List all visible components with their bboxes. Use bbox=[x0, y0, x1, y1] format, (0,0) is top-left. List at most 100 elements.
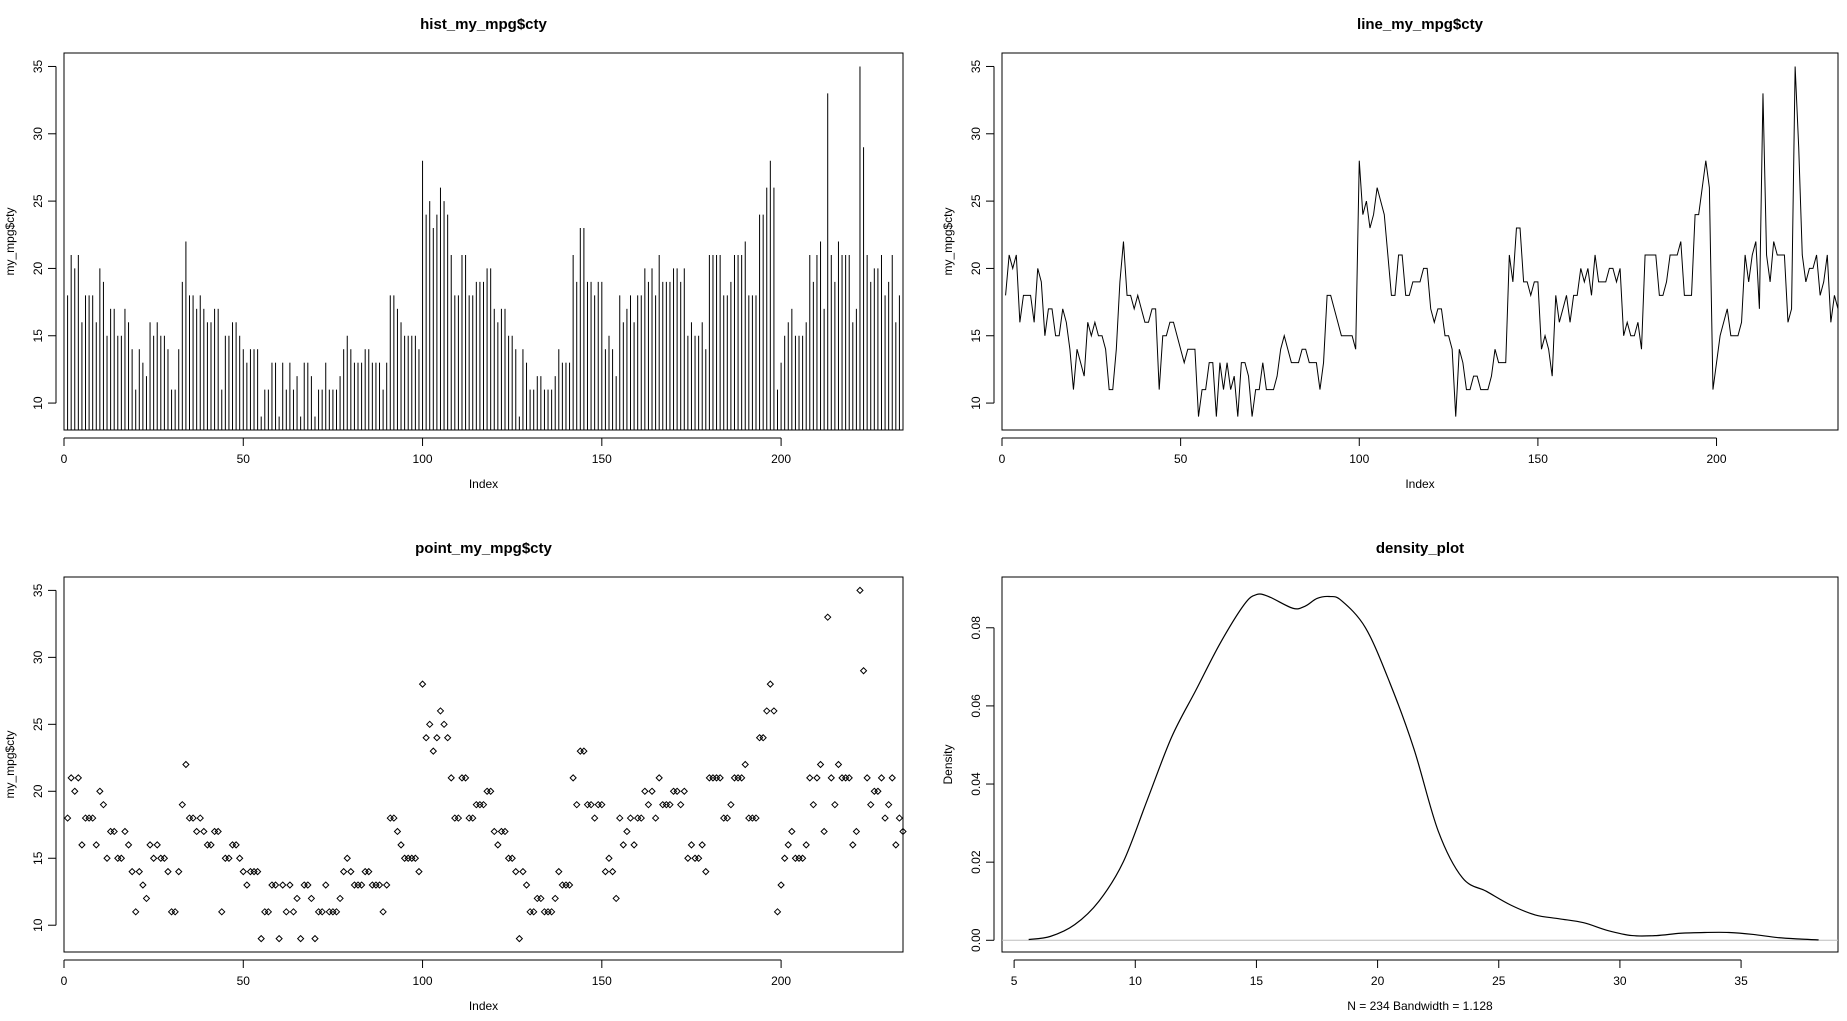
data-point bbox=[200, 827, 208, 836]
data-point bbox=[598, 800, 606, 809]
data-point bbox=[63, 814, 72, 822]
data-point bbox=[96, 787, 104, 795]
data-point bbox=[806, 774, 814, 782]
density-curve bbox=[1028, 593, 1819, 941]
data-point bbox=[293, 894, 301, 903]
x-tick-label: 150 bbox=[592, 974, 612, 988]
data-point bbox=[780, 854, 789, 862]
data-point bbox=[469, 814, 477, 822]
data-point bbox=[884, 800, 893, 809]
data-point bbox=[834, 760, 843, 769]
data-point bbox=[132, 908, 140, 916]
data-point bbox=[547, 908, 556, 916]
x-axis-label: N = 234 Bandwidth = 1.128 bbox=[1347, 999, 1493, 1013]
x-tick-label: 50 bbox=[1174, 452, 1188, 466]
x-tick-label: 20 bbox=[1371, 974, 1385, 988]
data-point bbox=[78, 841, 86, 849]
data-point bbox=[426, 720, 434, 729]
data-point bbox=[322, 881, 330, 889]
data-point bbox=[257, 934, 265, 943]
data-point bbox=[676, 800, 685, 809]
data-point bbox=[343, 854, 351, 862]
x-tick-label: 35 bbox=[1734, 974, 1748, 988]
data-point bbox=[121, 827, 129, 836]
data-point bbox=[92, 841, 100, 849]
y-tick-label: 20 bbox=[969, 261, 983, 275]
data-point bbox=[443, 734, 452, 742]
data-point bbox=[573, 800, 581, 809]
data-point bbox=[422, 734, 430, 742]
data-point bbox=[382, 881, 391, 889]
data-point bbox=[192, 827, 201, 836]
x-tick-label: 200 bbox=[1707, 452, 1727, 466]
data-point bbox=[874, 787, 882, 795]
x-tick-label: 200 bbox=[771, 974, 791, 988]
data-point bbox=[895, 814, 904, 822]
y-tick-label: 15 bbox=[969, 329, 983, 343]
data-point bbox=[809, 800, 818, 809]
chart-title: hist_my_mpg$cty bbox=[420, 16, 547, 33]
data-point bbox=[684, 854, 692, 862]
data-point bbox=[702, 867, 710, 876]
data-point bbox=[479, 800, 488, 809]
data-point bbox=[827, 774, 835, 782]
data-point bbox=[881, 814, 889, 822]
data-point bbox=[110, 827, 118, 836]
data-point bbox=[590, 814, 599, 822]
data-point bbox=[189, 814, 197, 822]
data-point bbox=[626, 814, 635, 822]
x-tick-label: 50 bbox=[237, 974, 251, 988]
data-point bbox=[820, 827, 828, 836]
data-point bbox=[741, 760, 749, 769]
data-point bbox=[788, 827, 796, 836]
data-point bbox=[411, 854, 420, 862]
x-tick-label: 0 bbox=[999, 452, 1006, 466]
y-tick-label: 0.04 bbox=[969, 772, 983, 796]
data-point bbox=[551, 894, 559, 903]
data-point bbox=[164, 867, 172, 876]
x-tick-label: 150 bbox=[1528, 452, 1548, 466]
data-point bbox=[831, 800, 839, 809]
y-tick-label: 10 bbox=[969, 396, 983, 410]
data-point bbox=[515, 934, 524, 943]
data-point bbox=[798, 854, 807, 862]
y-axis-label: Density bbox=[941, 744, 955, 784]
data-point bbox=[612, 894, 620, 903]
chart-title: point_my_mpg$cty bbox=[415, 540, 552, 557]
data-point bbox=[759, 734, 767, 742]
x-tick-label: 10 bbox=[1129, 974, 1143, 988]
data-point bbox=[286, 881, 294, 889]
data-point bbox=[196, 814, 204, 822]
data-point bbox=[619, 841, 628, 849]
x-tick-label: 30 bbox=[1613, 974, 1627, 988]
data-point bbox=[813, 774, 821, 782]
plot-frame bbox=[1001, 576, 1839, 953]
data-point bbox=[239, 867, 247, 876]
data-point bbox=[494, 841, 502, 849]
plot-frame bbox=[1001, 52, 1839, 431]
data-point bbox=[139, 881, 147, 889]
data-point bbox=[296, 934, 305, 943]
data-point bbox=[537, 894, 545, 903]
data-point bbox=[307, 894, 316, 903]
y-tick-label: 20 bbox=[31, 261, 45, 275]
data-point bbox=[214, 827, 222, 836]
data-point bbox=[569, 774, 577, 782]
y-tick-label: 15 bbox=[31, 851, 45, 865]
data-point bbox=[336, 894, 344, 903]
chart-panel-2: line_my_mpg$cty Index my_mpg$cty 0 50 100 150 2… bbox=[941, 16, 1839, 491]
data-point bbox=[347, 867, 355, 876]
data-point bbox=[318, 908, 326, 916]
data-point bbox=[182, 760, 190, 769]
y-axis-label: my_mpg$cty bbox=[3, 730, 17, 798]
chart-panel-4: density_plot N = 234 Bandwidth = 1.128 Den… bbox=[941, 540, 1839, 1013]
data-point bbox=[142, 894, 151, 903]
data-point bbox=[447, 774, 455, 782]
y-tick-label: 0.06 bbox=[969, 694, 983, 718]
x-tick-label: 100 bbox=[1349, 452, 1369, 466]
data-point bbox=[67, 774, 75, 782]
data-point bbox=[124, 841, 133, 849]
data-point bbox=[74, 774, 83, 782]
x-tick-label: 100 bbox=[413, 974, 433, 988]
data-point bbox=[235, 854, 244, 862]
